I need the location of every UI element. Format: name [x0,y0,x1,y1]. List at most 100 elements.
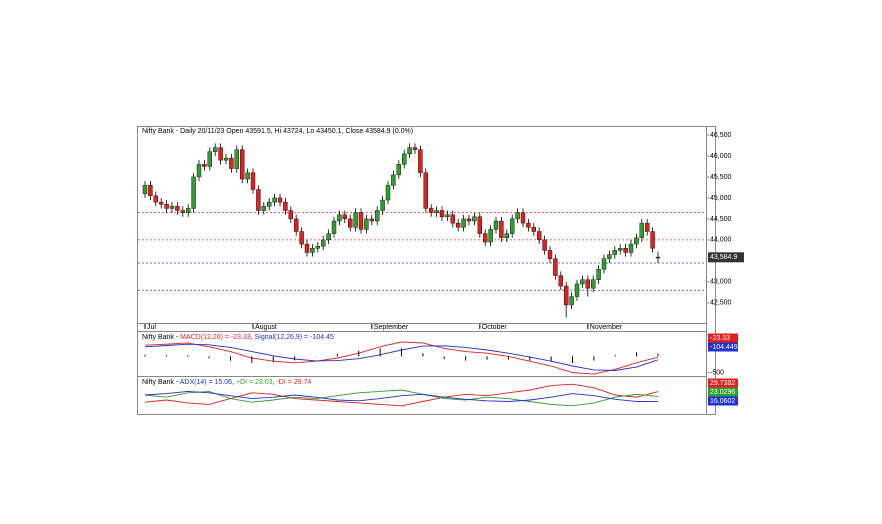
candle-body [585,279,590,289]
candle-body [358,212,364,230]
y-tick-label: 46,500 [710,132,732,139]
candle-body [547,250,553,259]
candle-body [391,174,396,186]
indicator-line [144,383,659,407]
candle-body [180,210,186,213]
candle-body [580,279,585,285]
x-tick-label: September [374,324,409,331]
last-value-box [708,387,738,397]
candle-body [456,222,461,228]
candle-body [288,210,293,220]
panel-title-part: MACD(12,26) = -23.33 [180,334,251,341]
last-value-box [708,378,738,388]
candle-body [493,220,499,230]
x-tick-label: August [255,324,277,331]
candle-body [304,243,310,253]
candle-body [510,218,515,234]
candle-body [434,210,439,213]
candle-body [353,212,358,228]
candle-body [407,147,412,155]
candle-body [158,201,164,205]
candle-body [639,222,644,239]
panel-title-part: , [251,334,255,341]
last-value-label: 16.0602 [710,398,735,405]
last-value-label: 29.7382 [710,380,735,387]
chart-frame [137,126,716,415]
candle-body [553,258,558,276]
candle-body [628,243,634,253]
candle-body [526,222,531,228]
candle-body [439,210,445,218]
candle-body [531,227,536,232]
candle-body [542,239,547,251]
candle-body [229,157,234,169]
y-tick-label: 46,000 [710,153,732,160]
panel-title: Nifty Bank - ADX(14) = 15.06, +DI = 23.0… [142,379,311,386]
candle-body [623,248,628,253]
x-tick-label: October [482,324,508,331]
candle-body [142,185,148,194]
candle-body [650,231,655,249]
candle-body [223,157,229,161]
candle-body [153,195,159,203]
candle-body [574,283,580,297]
candle-body [364,218,369,230]
candle-body [185,208,191,213]
candle-body [418,149,423,173]
candle-body [342,214,347,220]
candle-body [450,214,455,224]
panel-title-part: Signal(12,26,9) = -104.45 [255,334,334,341]
candle-body [429,208,434,213]
candle-body [148,185,153,197]
candle-body [375,210,380,222]
candle-body [385,185,391,201]
candle-body [607,254,612,259]
candle-body [423,172,428,209]
candle-body [564,285,569,306]
candle-body [515,212,520,220]
candle-body [483,233,488,243]
candle-body [326,233,331,241]
candle-body [294,218,299,232]
panel-title-part: ADX(14) = 15.06 [180,379,232,386]
last-value-label: -23.33 [710,335,730,342]
y-tick-label: -500 [710,369,724,376]
panel-title: Nifty Bank - MACD(12,26) = -23.33, Signa… [142,334,334,341]
candle-body [499,220,504,239]
candle-body [558,275,563,287]
x-tick-label: November [590,324,623,331]
indicator-line [144,389,659,407]
last-price-box [708,252,744,263]
candle-body [175,206,180,211]
candle-body [207,151,213,167]
candle-body [272,197,277,203]
candle-body [250,172,256,190]
candle-body [277,197,283,203]
y-tick-label: 44,500 [710,216,732,223]
candle-body [537,231,542,241]
indicator-line [144,343,659,371]
last-value-label: -104.449 [710,344,738,351]
candle-body [348,218,353,228]
last-value-box [708,396,738,406]
panel-title-part: , [232,379,236,386]
candle-body [655,256,661,259]
candle-body [283,201,288,211]
candle-body [315,245,320,249]
candle-body [202,164,207,167]
candle-body [169,206,175,209]
last-value-box [708,333,738,343]
candle-body [402,153,407,165]
candle-body [239,149,245,180]
candle-body [256,189,261,211]
y-tick-label: 42,500 [710,300,732,307]
candle-body [520,212,526,224]
candle-body [337,214,342,222]
candle-body [591,279,596,289]
last-value-label: 23.0296 [710,389,735,396]
y-tick-label: 43,000 [710,279,732,286]
candle-body [618,248,623,251]
candle-body [645,222,650,232]
candle-body [321,239,326,247]
candle-body [299,231,304,245]
